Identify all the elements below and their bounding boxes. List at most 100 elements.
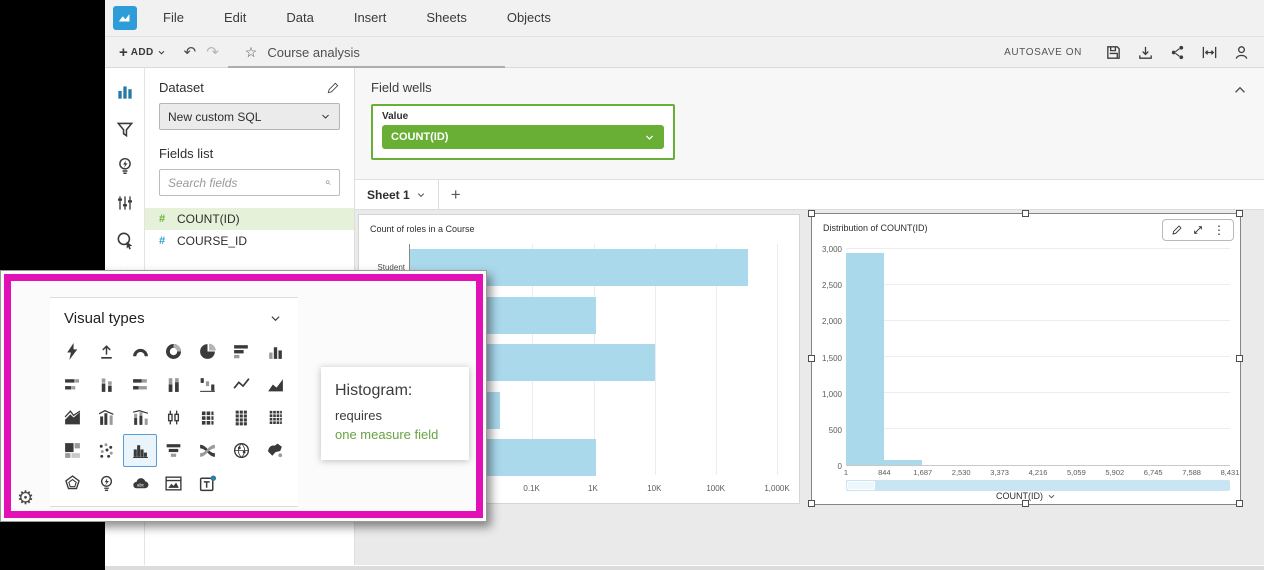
visual-type-vertical-100-stacked-bar-chart[interactable] [157, 368, 191, 401]
undo-button[interactable]: ↶ [183, 44, 197, 61]
field-name: COUNT(ID) [177, 212, 240, 226]
share-button[interactable] [1169, 44, 1186, 61]
edit-dataset-pencil-icon[interactable] [326, 81, 340, 95]
rail-item-actions[interactable] [115, 230, 135, 250]
expand-visual-icon[interactable] [1192, 224, 1204, 236]
y-tick-label: 1,500 [821, 353, 842, 363]
visual-type-waterfall-chart[interactable] [191, 368, 225, 401]
visual-type-kpi[interactable] [90, 335, 124, 368]
export-button[interactable] [1137, 44, 1154, 61]
add-sheet-button[interactable]: + [450, 184, 461, 204]
visual-type-points-on-map[interactable] [225, 434, 259, 467]
resize-handle[interactable] [1236, 500, 1243, 507]
add-button[interactable]: + ADD [119, 44, 166, 61]
save-button[interactable] [1105, 44, 1122, 61]
visual-type-stacked-area-line-chart[interactable] [56, 401, 90, 434]
visual-type-auto-graph[interactable] [56, 335, 90, 368]
visual-type-area-line-chart[interactable] [258, 368, 292, 401]
field-item[interactable]: # COUNT(ID) [145, 208, 354, 230]
visual-type-heat-map[interactable] [191, 401, 225, 434]
gridline [846, 428, 1230, 430]
search-fields-input[interactable] [168, 175, 325, 190]
collapse-visual-types-icon[interactable] [269, 312, 282, 325]
user-icon [1235, 45, 1248, 59]
visual-type-insights[interactable] [90, 467, 124, 500]
visual-type-horizontal-stacked-bar-chart[interactable] [56, 368, 90, 401]
resize-handle[interactable] [808, 210, 815, 217]
visual-type-custom-visual-content[interactable] [157, 467, 191, 500]
visual-type-scatter-plot[interactable] [90, 434, 124, 467]
auto-graph-icon [67, 343, 78, 360]
favorite-star-icon[interactable]: ☆ [244, 43, 258, 60]
menu-item-data[interactable]: Data [286, 10, 314, 25]
visual-type-radar-chart[interactable] [56, 467, 90, 500]
visual-type-word-cloud[interactable]: abc [123, 467, 157, 500]
visual-type-filled-map[interactable] [258, 434, 292, 467]
resize-handle[interactable] [808, 355, 815, 362]
histogram-bin-1[interactable] [846, 252, 884, 465]
resize-handle[interactable] [1022, 210, 1029, 217]
resize-handle[interactable] [1236, 355, 1243, 362]
parameters-icon [117, 196, 132, 210]
redo-button[interactable]: ↷ [206, 44, 219, 61]
visual-type-sankey-diagram[interactable] [191, 434, 225, 467]
analysis-title[interactable]: Course analysis [267, 44, 360, 60]
visual-type-table[interactable] [258, 401, 292, 434]
x-axis-range-slider[interactable] [846, 480, 1230, 491]
visual-type-clustered-bar-combo-chart[interactable] [90, 401, 124, 434]
user-button[interactable] [1233, 44, 1250, 61]
histogram-bin-2[interactable] [884, 459, 923, 465]
tooltip-requirement-highlight: one measure field [335, 426, 439, 442]
settings-gear-icon[interactable]: ⚙ [17, 488, 35, 509]
visual-type-horizontal-100-stacked-bar-chart[interactable] [123, 368, 157, 401]
visual-type-text-box[interactable] [191, 467, 225, 500]
rail-item-insights[interactable] [115, 156, 135, 176]
horizontal-100-stacked-bar-chart-icon [132, 379, 147, 390]
edit-visual-pencil-icon[interactable] [1171, 224, 1183, 236]
visual-options-kebab-icon[interactable]: ⋮ [1213, 223, 1225, 237]
resize-handle[interactable] [1236, 210, 1243, 217]
resize-handle[interactable] [808, 500, 815, 507]
quicksight-logo-icon[interactable] [113, 6, 137, 30]
dataset-select[interactable]: New custom SQL [159, 103, 340, 130]
rail-item-filter[interactable] [115, 119, 135, 139]
toolbar: + ADD ↶ ↷ ☆ Course analysis AUTOSAVE ON [105, 36, 1264, 68]
collapse-field-wells-icon[interactable] [1232, 82, 1248, 98]
rail-item-parameters[interactable] [115, 193, 135, 213]
menu-item-file[interactable]: File [163, 10, 184, 25]
x-tick-label: 1K [588, 484, 598, 493]
menu-item-objects[interactable]: Objects [506, 10, 551, 25]
gridline [846, 392, 1230, 394]
visual-type-stacked-bar-combo-chart[interactable] [123, 401, 157, 434]
range-slider-handle[interactable] [847, 481, 875, 490]
visual-type-funnel-chart[interactable] [157, 434, 191, 467]
sheet-tab[interactable]: Sheet 1 [355, 180, 439, 209]
rail-item-visualize[interactable] [115, 82, 135, 102]
visual-type-gauge[interactable] [123, 335, 157, 368]
visual-type-vertical-bar-chart[interactable] [258, 335, 292, 368]
visual-type-box-plot[interactable] [157, 401, 191, 434]
x-tick-label: 1,000K [764, 484, 790, 493]
visual-type-histogram[interactable] [123, 434, 158, 467]
visual-type-tree-map[interactable] [56, 434, 90, 467]
visual-type-pie-chart[interactable] [191, 335, 225, 368]
autosave-status[interactable]: AUTOSAVE ON [1004, 46, 1082, 58]
histogram-tooltip: Histogram: requires one measure field [321, 367, 469, 460]
resize-handle[interactable] [1022, 500, 1029, 507]
visual-type-pivot-table[interactable] [225, 401, 259, 434]
fit-width-button[interactable] [1201, 44, 1218, 61]
well-value-dropdown[interactable]: COUNT(ID) [382, 125, 664, 149]
menu-item-sheets[interactable]: Sheets [426, 10, 467, 25]
x-tick-label: 2,530 [951, 468, 971, 477]
menu-item-insert[interactable]: Insert [353, 10, 387, 25]
fields-list: # COUNT(ID) # COURSE_ID [145, 208, 354, 252]
visual-type-vertical-stacked-bar-chart[interactable] [90, 368, 124, 401]
field-item[interactable]: # COURSE_ID [145, 230, 354, 252]
visual-type-donut-chart[interactable] [157, 335, 191, 368]
bar-chart-x-axis: 0.1K 1K 10K 100K 1,000K [409, 484, 789, 494]
visual-type-horizontal-bar-chart[interactable] [225, 335, 259, 368]
histogram-visual[interactable]: Distribution of COUNT(ID) ⋮ 1 844 1,687 2,5… [808, 210, 1243, 507]
menu-item-edit[interactable]: Edit [223, 10, 247, 25]
x-axis-label[interactable]: COUNT(ID) [812, 491, 1240, 501]
visual-type-line-chart[interactable] [225, 368, 259, 401]
